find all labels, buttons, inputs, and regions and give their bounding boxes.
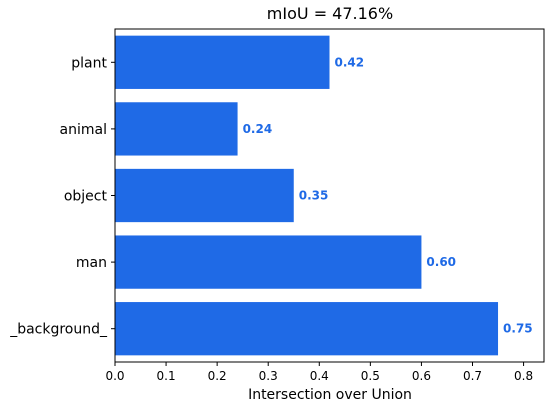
data-label-background: 0.75 <box>503 322 533 336</box>
x-tick-label: 0.4 <box>310 369 329 383</box>
bar-plant <box>115 35 330 89</box>
data-label-plant: 0.42 <box>335 55 365 69</box>
y-tick-label: man <box>76 255 107 271</box>
data-label-animal: 0.24 <box>243 122 273 136</box>
x-tick-label: 0.1 <box>157 369 176 383</box>
x-tick-label: 0.7 <box>463 369 482 383</box>
x-tick-label: 0.6 <box>412 369 431 383</box>
x-axis-label: Intersection over Union <box>248 387 412 403</box>
data-label-object: 0.35 <box>299 189 329 203</box>
x-tick-label: 0.3 <box>259 369 278 383</box>
x-tick-label: 0.5 <box>361 369 380 383</box>
y-axis-ticks: plant animal object man _background_ <box>9 55 115 338</box>
x-tick-label: 0.0 <box>105 369 124 383</box>
data-label-man: 0.60 <box>426 255 456 269</box>
bar-object <box>115 168 294 223</box>
bar-animal <box>115 102 238 156</box>
y-tick-label: _background_ <box>9 322 108 338</box>
bar-background <box>115 302 499 356</box>
y-tick-label: object <box>64 189 108 205</box>
x-axis-ticks: 0.0 0.1 0.2 0.3 0.4 0.5 0.6 0.7 0.8 <box>105 362 533 383</box>
x-tick-label: 0.8 <box>514 369 533 383</box>
data-labels-group: 0.42 0.24 0.35 0.60 0.75 <box>243 55 533 335</box>
x-tick-label: 0.2 <box>208 369 227 383</box>
y-tick-label: plant <box>71 55 107 71</box>
chart-title: mIoU = 47.16% <box>267 4 393 23</box>
bars-group <box>115 35 499 356</box>
y-tick-label: animal <box>60 122 107 138</box>
bar-man <box>115 235 422 289</box>
plot-area-frame <box>114 28 545 363</box>
